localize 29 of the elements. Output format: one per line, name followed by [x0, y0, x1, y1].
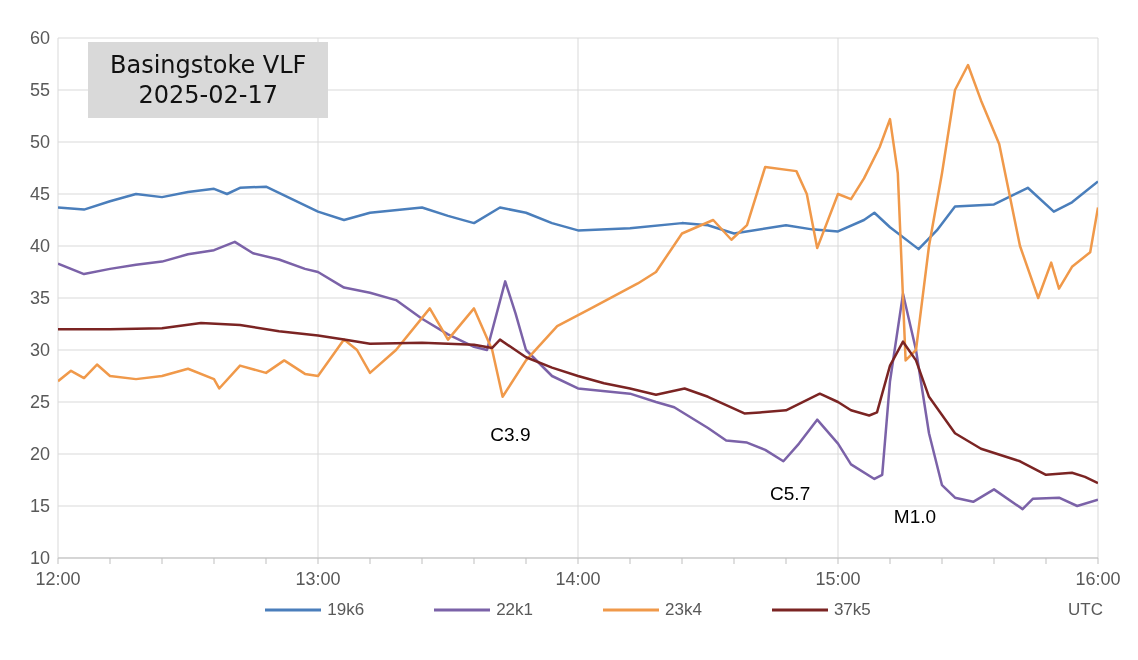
text: 2025-02-17 — [137, 80, 279, 110]
annotation: M1.0 — [893, 506, 937, 529]
y-tick-label: 35 — [29, 288, 50, 309]
y-tick-label: 15 — [29, 496, 50, 517]
x-tick-label: 13:00 — [295, 568, 341, 589]
y-tick-label: 55 — [29, 80, 50, 101]
x-tick-label: 12:00 — [35, 568, 81, 589]
legend-label: 19k6 — [327, 600, 365, 620]
line-series — [58, 321, 1098, 485]
y-tick-label: 20 — [29, 444, 50, 465]
text: Basingstoke VLF — [110, 50, 307, 80]
y-tick-label: 30 — [29, 340, 50, 361]
annotation: C5.7 — [770, 482, 811, 505]
y-tick-label: 10 — [29, 548, 50, 569]
line-series — [58, 180, 1098, 251]
legend-label: 23k4 — [665, 600, 702, 620]
y-tick-label: 50 — [29, 132, 50, 153]
y-tick-label: 25 — [29, 392, 50, 413]
x-tick-label: 16:00 — [1075, 568, 1121, 589]
x-tick-label: 14:00 — [555, 568, 601, 589]
legend-label: 37k5 — [833, 600, 871, 620]
y-tick-label: 60 — [29, 28, 50, 49]
y-tick-label: 45 — [29, 184, 50, 205]
line-series — [58, 240, 1098, 511]
annotation: C3.9 — [490, 424, 531, 447]
x-tick-label: 15:00 — [815, 568, 861, 589]
legend-label: 22k1 — [496, 600, 533, 620]
x-axis-title: UTC — [1068, 600, 1104, 620]
y-tick-label: 40 — [29, 236, 50, 257]
